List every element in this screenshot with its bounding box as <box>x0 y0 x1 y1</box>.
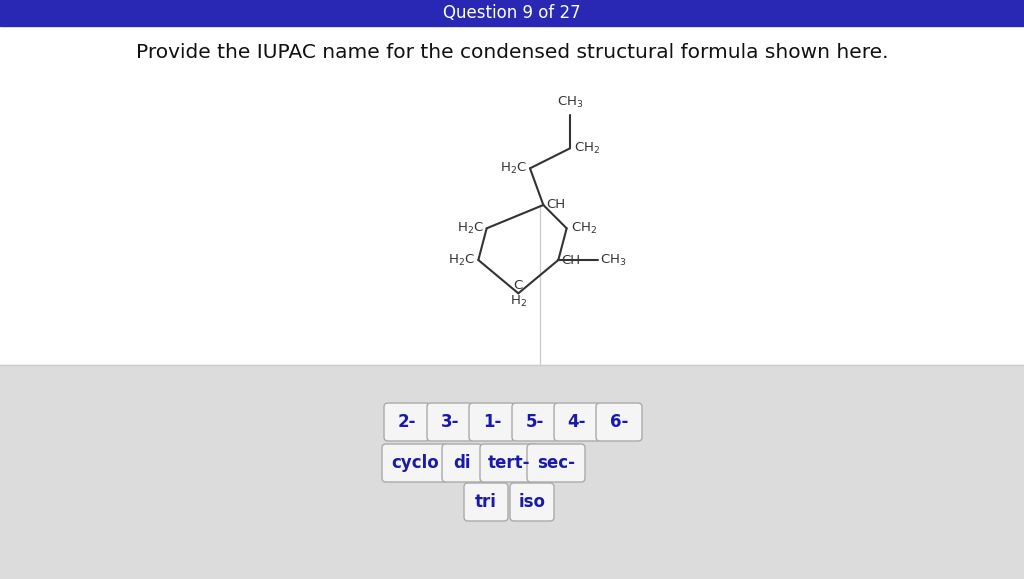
Text: CH$_2$: CH$_2$ <box>574 141 600 156</box>
Text: H$_2$C: H$_2$C <box>449 252 475 267</box>
Text: tri: tri <box>475 493 497 511</box>
FancyBboxPatch shape <box>469 403 515 441</box>
Bar <box>0 0 1024 26</box>
Text: 6-: 6- <box>610 413 628 431</box>
FancyBboxPatch shape <box>596 403 642 441</box>
FancyBboxPatch shape <box>510 483 554 521</box>
Text: 5-: 5- <box>525 413 544 431</box>
FancyBboxPatch shape <box>527 444 585 482</box>
Text: 3-: 3- <box>440 413 459 431</box>
Text: C: C <box>514 279 523 292</box>
Text: 2-: 2- <box>397 413 416 431</box>
FancyBboxPatch shape <box>554 403 600 441</box>
Text: H$_2$: H$_2$ <box>510 294 526 309</box>
FancyBboxPatch shape <box>442 444 482 482</box>
Bar <box>0 365 1024 579</box>
Text: CH: CH <box>561 254 581 266</box>
FancyBboxPatch shape <box>512 403 558 441</box>
FancyBboxPatch shape <box>427 403 473 441</box>
FancyBboxPatch shape <box>480 444 538 482</box>
Text: Question 9 of 27: Question 9 of 27 <box>443 4 581 22</box>
Text: CH$_2$: CH$_2$ <box>570 221 597 236</box>
Text: CH$_3$: CH$_3$ <box>600 252 627 267</box>
Text: iso: iso <box>518 493 546 511</box>
Text: CH: CH <box>547 199 565 211</box>
Text: cyclo: cyclo <box>391 454 439 472</box>
Text: H$_2$C: H$_2$C <box>457 221 483 236</box>
Text: sec-: sec- <box>537 454 575 472</box>
Text: tert-: tert- <box>487 454 530 472</box>
Text: 4-: 4- <box>567 413 587 431</box>
Text: Provide the IUPAC name for the condensed structural formula shown here.: Provide the IUPAC name for the condensed… <box>136 43 888 63</box>
FancyBboxPatch shape <box>464 483 508 521</box>
Text: di: di <box>454 454 471 472</box>
FancyBboxPatch shape <box>384 403 430 441</box>
Text: 1-: 1- <box>482 413 501 431</box>
FancyBboxPatch shape <box>382 444 449 482</box>
Text: CH$_3$: CH$_3$ <box>557 95 584 110</box>
Text: H$_2$C: H$_2$C <box>500 161 527 176</box>
